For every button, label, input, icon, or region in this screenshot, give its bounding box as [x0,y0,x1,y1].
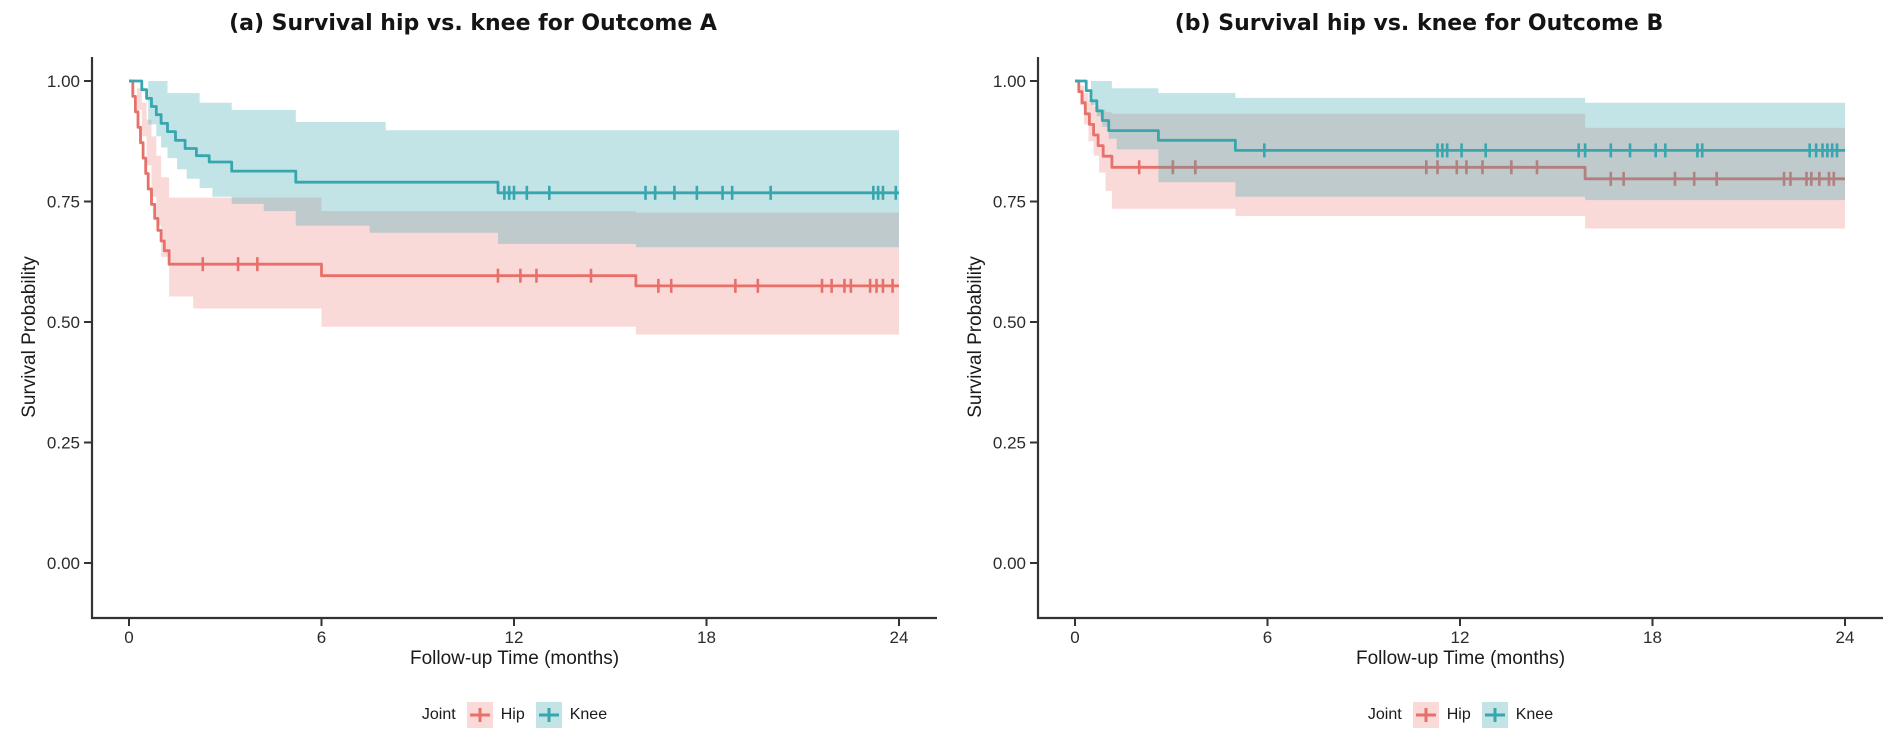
legend-item-knee: Knee [1481,702,1554,728]
y-tick-label: 0.50 [993,313,1026,332]
panel-a-legend: Joint Hip Knee [92,700,937,730]
survival-curve-hip [129,79,899,288]
confidence-ribbon-knee [129,81,899,248]
legend-label-knee: Knee [1515,706,1554,723]
panel-b-y-axis-title: Survival Probability [965,256,986,418]
y-tick-label: 0.25 [993,434,1026,453]
x-tick-label: 18 [697,628,716,647]
x-tick-label: 0 [124,628,133,647]
knee-key-icon [1481,702,1508,728]
panel-a: 0.00 0.25 0.50 0.75 1.00 0 6 12 18 24 (a) Surviva… [19,11,937,730]
hip-key-icon [1412,702,1439,728]
legend-label-hip: Hip [1446,706,1471,723]
x-tick-label: 24 [1836,628,1855,647]
y-tick-label: 0.25 [47,434,80,453]
hip-key-icon [466,702,493,728]
panel-b-x-axis-title: Follow-up Time (months) [1355,648,1566,669]
confidence-ribbon-knee [1075,81,1845,201]
y-tick-label: 0.75 [47,193,80,212]
x-tick-label: 12 [1451,628,1470,647]
survival-plot-b: 0.00 0.25 0.50 0.75 1.00 0 6 12 18 24 [993,57,1883,647]
legend-item-hip: Hip [1412,702,1471,728]
x-tick-label: 12 [505,628,524,647]
survival-plot-a: 0.00 0.25 0.50 0.75 1.00 0 6 12 18 24 [47,57,937,647]
legend-title: Joint [421,706,456,723]
x-tick-label: 18 [1643,628,1662,647]
y-tick-label: 1.00 [47,72,80,91]
panel-b-legend: Joint Hip Knee [1038,700,1883,730]
x-tick-label: 0 [1070,628,1079,647]
y-tick-label: 0.00 [993,554,1026,573]
legend-item-hip: Hip [466,702,525,728]
survival-curve-knee [1075,79,1845,152]
legend-label-knee: Knee [569,706,608,723]
y-tick-label: 0.75 [993,193,1026,212]
legend-title: Joint [1367,706,1402,723]
panel-a-y-axis-title: Survival Probability [19,256,40,418]
y-tick-label: 0.50 [47,313,80,332]
x-tick-label: 24 [890,628,909,647]
survival-curve-knee [129,79,899,195]
legend-label-hip: Hip [500,706,525,723]
x-tick-label: 6 [317,628,326,647]
knee-key-icon [535,702,562,728]
y-tick-label: 0.00 [47,554,80,573]
y-tick-label: 1.00 [993,72,1026,91]
panel-a-title: (a) Survival hip vs. knee for Outcome A [229,11,717,36]
x-tick-label: 6 [1263,628,1272,647]
panel-b-title: (b) Survival hip vs. knee for Outcome B [1174,11,1664,36]
panel-b: 0.00 0.25 0.50 0.75 1.00 0 6 12 18 24 (b) Surviva… [946,0,1892,749]
panel-a-x-axis-title: Follow-up Time (months) [409,648,620,669]
survival-curve-hip [1075,79,1845,181]
confidence-ribbon-hip [1075,81,1845,229]
legend-item-knee: Knee [535,702,608,728]
